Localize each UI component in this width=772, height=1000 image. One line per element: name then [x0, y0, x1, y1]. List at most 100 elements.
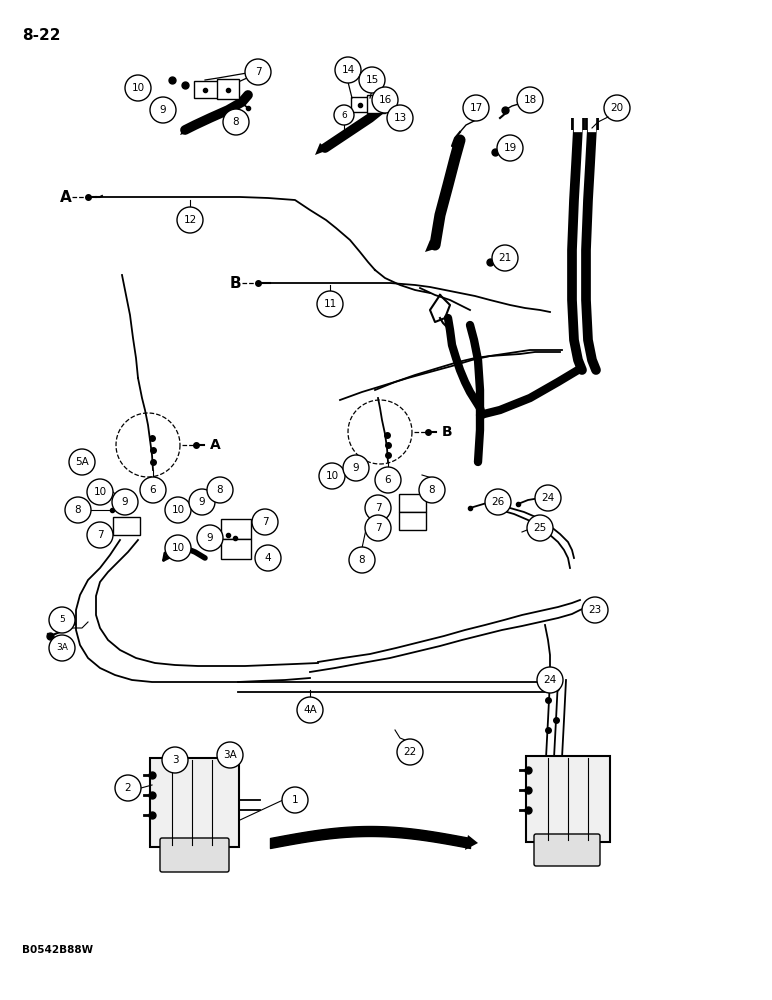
Circle shape	[527, 515, 553, 541]
FancyBboxPatch shape	[113, 517, 140, 535]
Circle shape	[365, 495, 391, 521]
Circle shape	[359, 67, 385, 93]
Circle shape	[150, 97, 176, 123]
Text: 9: 9	[353, 463, 359, 473]
Circle shape	[49, 607, 75, 633]
Circle shape	[223, 109, 249, 135]
Circle shape	[492, 245, 518, 271]
Text: 21: 21	[499, 253, 512, 263]
FancyBboxPatch shape	[399, 512, 426, 530]
FancyBboxPatch shape	[150, 758, 239, 847]
Text: 7: 7	[374, 503, 381, 513]
Circle shape	[397, 739, 423, 765]
Text: 7: 7	[374, 523, 381, 533]
Circle shape	[189, 489, 215, 515]
Text: 3A: 3A	[56, 644, 68, 652]
Circle shape	[517, 87, 543, 113]
Circle shape	[537, 667, 563, 693]
Circle shape	[125, 75, 151, 101]
Text: 11: 11	[323, 299, 337, 309]
Circle shape	[317, 291, 343, 317]
Circle shape	[419, 477, 445, 503]
Text: 15: 15	[365, 75, 378, 85]
Text: 22: 22	[404, 747, 417, 757]
Text: 16: 16	[378, 95, 391, 105]
Text: 8-22: 8-22	[22, 28, 60, 43]
FancyBboxPatch shape	[221, 539, 251, 559]
Circle shape	[535, 485, 561, 511]
Text: 9: 9	[122, 497, 128, 507]
Text: 17: 17	[469, 103, 482, 113]
Text: 2: 2	[125, 783, 131, 793]
FancyBboxPatch shape	[217, 79, 239, 99]
Circle shape	[49, 635, 75, 661]
Text: 10: 10	[171, 505, 185, 515]
Circle shape	[165, 535, 191, 561]
Circle shape	[207, 477, 233, 503]
Text: 4A: 4A	[303, 705, 317, 715]
Circle shape	[335, 57, 361, 83]
Circle shape	[349, 547, 375, 573]
Circle shape	[177, 207, 203, 233]
Circle shape	[87, 522, 113, 548]
Circle shape	[162, 747, 188, 773]
Text: 23: 23	[588, 605, 601, 615]
Text: 8: 8	[75, 505, 81, 515]
Text: 20: 20	[611, 103, 624, 113]
Circle shape	[65, 497, 91, 523]
Text: B0542B88W: B0542B88W	[22, 945, 93, 955]
FancyBboxPatch shape	[160, 838, 229, 872]
FancyBboxPatch shape	[221, 519, 251, 539]
Text: 8: 8	[217, 485, 223, 495]
Circle shape	[582, 597, 608, 623]
Text: 9: 9	[160, 105, 166, 115]
Circle shape	[112, 489, 138, 515]
Text: A: A	[210, 438, 221, 452]
FancyBboxPatch shape	[351, 97, 371, 112]
Text: 6: 6	[384, 475, 391, 485]
Text: 3: 3	[171, 755, 178, 765]
Text: 6: 6	[341, 110, 347, 119]
Text: 13: 13	[394, 113, 407, 123]
Circle shape	[197, 525, 223, 551]
Circle shape	[297, 697, 323, 723]
Text: 19: 19	[503, 143, 516, 153]
Polygon shape	[425, 240, 438, 252]
FancyBboxPatch shape	[367, 95, 385, 113]
FancyBboxPatch shape	[399, 494, 426, 512]
Text: 10: 10	[171, 543, 185, 553]
Circle shape	[334, 105, 354, 125]
Text: 9: 9	[198, 497, 205, 507]
Text: 5: 5	[59, 615, 65, 624]
Text: 9: 9	[207, 533, 213, 543]
Text: A: A	[60, 190, 72, 205]
Circle shape	[69, 449, 95, 475]
Circle shape	[343, 455, 369, 481]
Text: 1: 1	[292, 795, 298, 805]
Circle shape	[217, 742, 243, 768]
Polygon shape	[180, 125, 190, 135]
FancyBboxPatch shape	[194, 81, 218, 98]
Text: 4: 4	[265, 553, 271, 563]
Text: 8: 8	[359, 555, 365, 565]
Polygon shape	[465, 835, 478, 850]
Text: 8: 8	[232, 117, 239, 127]
Text: 5A: 5A	[75, 457, 89, 467]
Text: B: B	[230, 275, 242, 290]
Text: 26: 26	[491, 497, 505, 507]
Circle shape	[497, 135, 523, 161]
Text: 12: 12	[184, 215, 197, 225]
Polygon shape	[315, 143, 328, 155]
Text: 10: 10	[93, 487, 107, 497]
FancyBboxPatch shape	[526, 756, 610, 842]
Circle shape	[165, 497, 191, 523]
Text: 25: 25	[533, 523, 547, 533]
Circle shape	[255, 545, 281, 571]
Circle shape	[604, 95, 630, 121]
Circle shape	[365, 515, 391, 541]
Circle shape	[319, 463, 345, 489]
Circle shape	[372, 87, 398, 113]
Text: 24: 24	[541, 493, 554, 503]
Circle shape	[252, 509, 278, 535]
Circle shape	[463, 95, 489, 121]
